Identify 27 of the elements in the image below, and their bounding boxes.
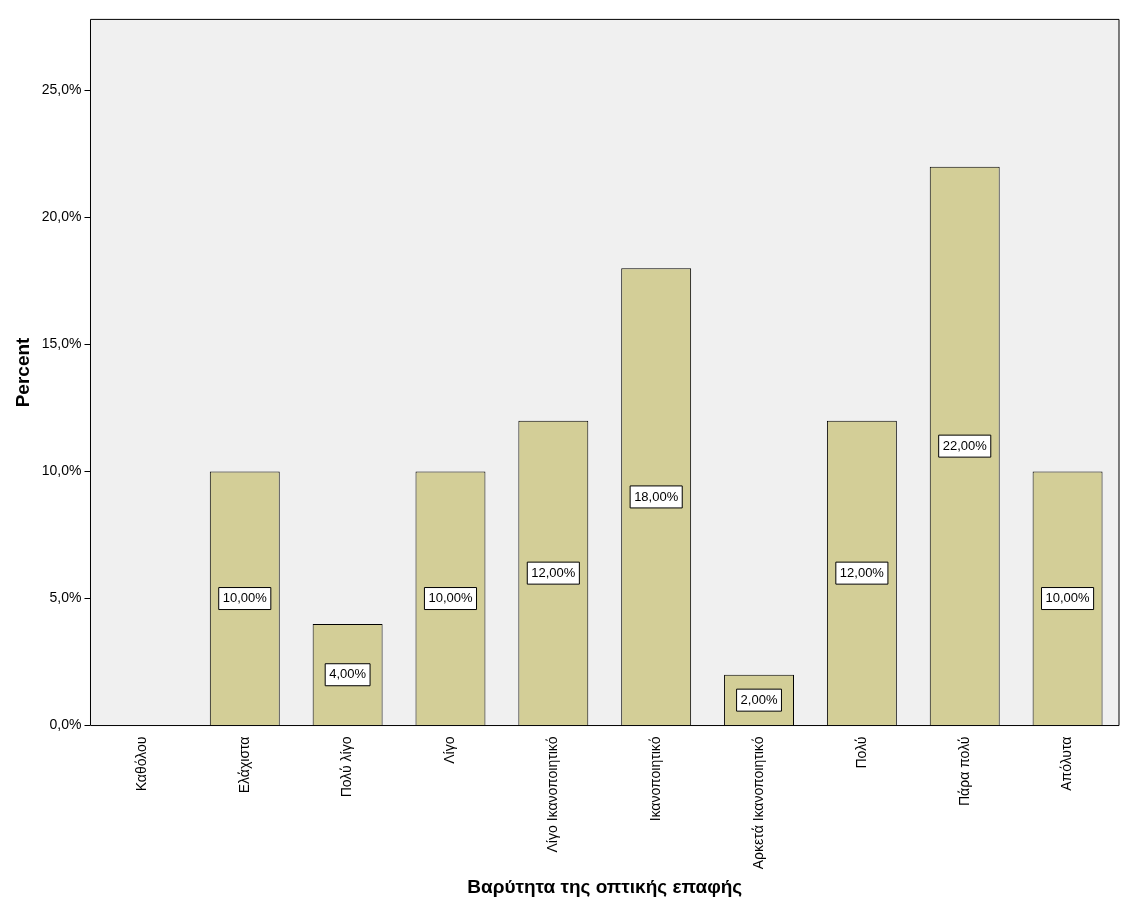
data-label: 12,00%: [531, 564, 576, 580]
x-tick-label: Λίγο: [441, 736, 458, 764]
y-tick-label: 10,0%: [41, 462, 82, 479]
y-tick-label: 15,0%: [41, 335, 82, 352]
data-label: 10,00%: [222, 590, 268, 606]
x-tick-label: Πάρα πολύ: [955, 736, 972, 806]
data-label: 18,00%: [634, 488, 679, 504]
x-tick-label: Ελάχιστα: [235, 736, 252, 794]
data-label: 22,00%: [942, 437, 988, 453]
y-tick-label: 0,0%: [49, 716, 82, 733]
data-label: 12,00%: [839, 564, 885, 580]
y-tick-label: 5,0%: [49, 589, 82, 606]
data-label: 2,00%: [740, 691, 778, 707]
data-label: 4,00%: [329, 666, 367, 682]
y-tick-label: 25,0%: [41, 81, 82, 98]
data-label: 10,00%: [1045, 590, 1091, 606]
x-tick-label: Λίγο Ικανοποιητικό: [544, 736, 561, 853]
x-tick-label: Πολύ: [852, 736, 869, 769]
x-tick-label: Αρκετά Ικανοποιητικό: [749, 736, 766, 870]
y-axis-title: Percent: [11, 336, 33, 408]
x-tick-label: Απόλυτα: [1058, 736, 1075, 791]
x-tick-label: Καθόλου: [132, 736, 149, 792]
x-tick-label: Ικανοποιητικό: [647, 736, 664, 822]
y-tick-label: 20,0%: [41, 208, 82, 225]
x-tick-label: Πολύ λίγο: [338, 736, 355, 798]
data-label: 10,00%: [428, 590, 473, 606]
x-axis-title: Βαρύτητα της οπτικής επαφής: [467, 875, 743, 897]
